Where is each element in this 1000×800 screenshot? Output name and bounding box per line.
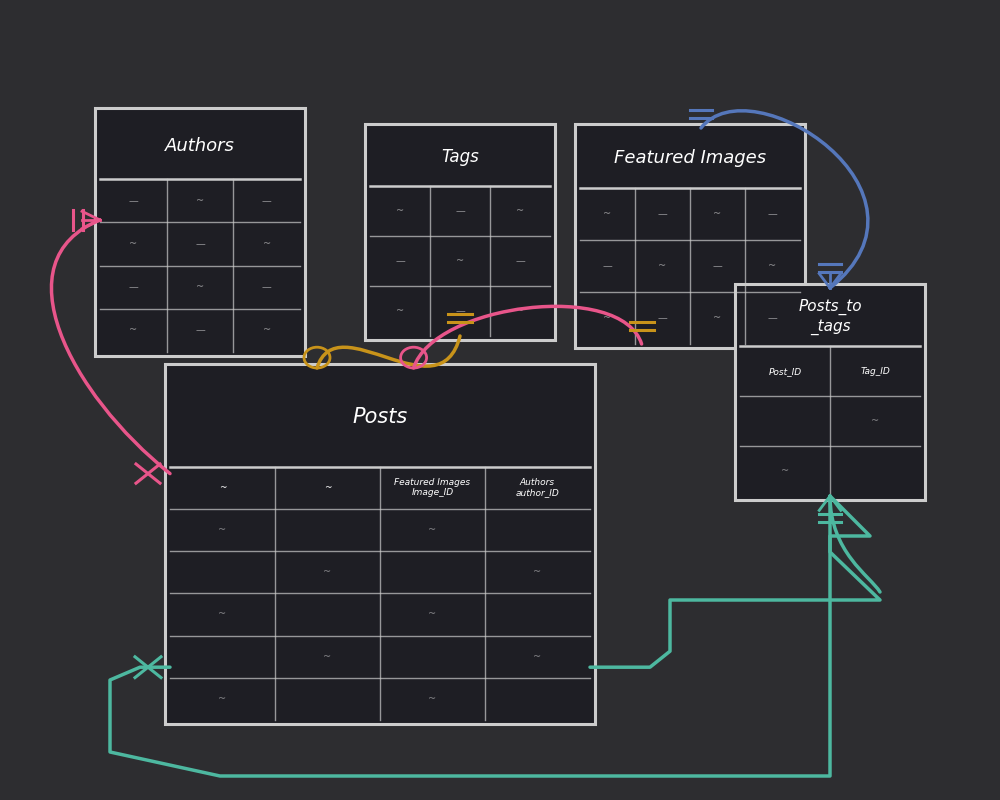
Text: ~: ~ [658, 262, 667, 271]
Text: ~: ~ [196, 282, 204, 292]
Text: Authors
author_ID: Authors author_ID [516, 478, 559, 498]
Text: ~: ~ [324, 483, 331, 492]
Text: —: — [195, 239, 205, 249]
Text: ~: ~ [871, 416, 879, 426]
Text: Featured Images: Featured Images [614, 150, 766, 167]
Text: —: — [395, 256, 405, 266]
Text: Featured Images
Image_ID: Featured Images Image_ID [394, 478, 471, 498]
Text: ~: ~ [781, 466, 789, 476]
Text: —: — [128, 196, 138, 206]
FancyBboxPatch shape [735, 284, 925, 500]
Text: —: — [262, 196, 272, 206]
Text: ~: ~ [263, 239, 271, 249]
Text: Authors: Authors [165, 137, 235, 154]
Text: Tags: Tags [441, 148, 479, 166]
Text: Posts: Posts [352, 407, 408, 427]
Text: ~: ~ [603, 313, 612, 323]
Text: ~: ~ [396, 206, 404, 216]
FancyBboxPatch shape [575, 124, 805, 348]
Text: —: — [455, 306, 465, 316]
Text: ~: ~ [129, 326, 137, 335]
Text: —: — [603, 262, 612, 271]
Text: Post_ID: Post_ID [768, 366, 802, 376]
Text: ~: ~ [218, 525, 227, 535]
Text: ~: ~ [516, 206, 524, 216]
Text: ~: ~ [713, 313, 722, 323]
Text: —: — [658, 313, 667, 323]
Text: ~: ~ [323, 652, 332, 662]
Text: ~: ~ [428, 694, 437, 704]
Text: ~: ~ [218, 694, 227, 704]
Text: —: — [713, 262, 722, 271]
Text: —: — [262, 282, 272, 292]
Text: ~: ~ [219, 483, 226, 492]
Text: —: — [768, 210, 777, 219]
Text: ~: ~ [713, 210, 722, 219]
Text: ~: ~ [196, 196, 204, 206]
Text: Posts_to
_tags: Posts_to _tags [798, 299, 862, 335]
Text: —: — [128, 282, 138, 292]
Text: —: — [455, 206, 465, 216]
FancyBboxPatch shape [165, 364, 595, 724]
Text: ~: ~ [263, 326, 271, 335]
Text: ~: ~ [323, 567, 332, 577]
Text: —: — [515, 256, 525, 266]
Text: ~: ~ [533, 652, 542, 662]
Text: ~: ~ [533, 567, 542, 577]
Text: —: — [768, 313, 777, 323]
Text: ~: ~ [129, 239, 137, 249]
Text: ~: ~ [396, 306, 404, 316]
Text: ~: ~ [516, 306, 524, 316]
Text: ~: ~ [456, 256, 464, 266]
Text: —: — [195, 326, 205, 335]
FancyBboxPatch shape [95, 108, 305, 356]
Text: ~: ~ [428, 610, 437, 619]
Text: ~: ~ [603, 210, 612, 219]
Text: —: — [658, 210, 667, 219]
Text: Tag_ID: Tag_ID [860, 366, 890, 376]
Text: ~: ~ [218, 610, 227, 619]
FancyBboxPatch shape [365, 124, 555, 340]
Text: ~: ~ [428, 525, 437, 535]
Text: ~: ~ [768, 262, 777, 271]
